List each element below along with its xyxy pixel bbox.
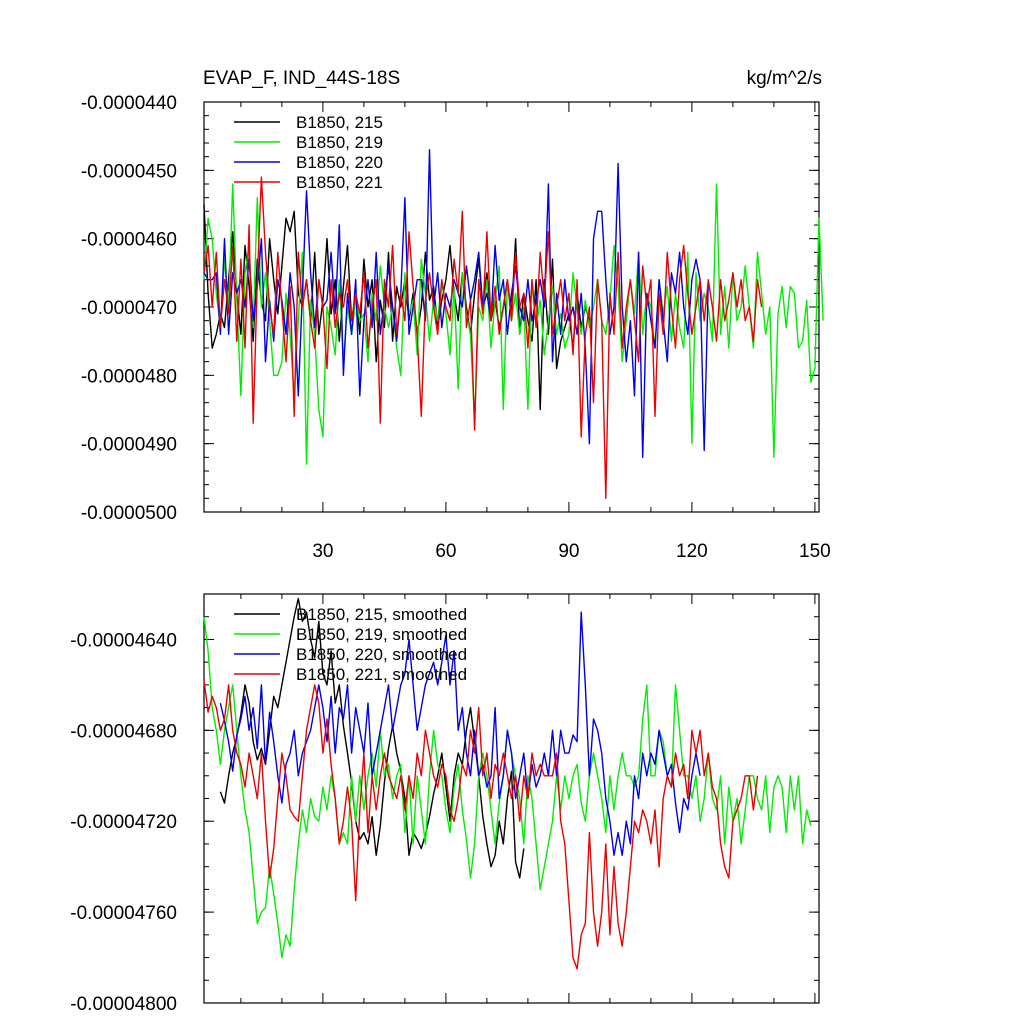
bottom-legend-label: B1850, 219, smoothed (296, 625, 467, 644)
bottom-y-tick-label: -0.00004800 (70, 994, 177, 1015)
bottom-chart-axes: -0.00004640 -0.00004680 -0.00004720 -0.0000… (70, 593, 820, 1015)
top-x-tick-label: 30 (312, 541, 333, 562)
bottom-chart: -0.00004640 -0.00004680 -0.00004720 -0.0000… (70, 593, 820, 1015)
bottom-legend-label: B1850, 221, smoothed (296, 665, 467, 684)
top-legend-label: B1850, 221 (296, 173, 383, 192)
top-y-tick-label: -0.0000460 (81, 230, 177, 251)
top-y-tick-label: -0.0000480 (81, 366, 177, 387)
bottom-legend-label: B1850, 220, smoothed (296, 645, 467, 664)
top-y-tick-label: -0.0000450 (81, 161, 177, 182)
top-legend-label: B1850, 220 (296, 153, 383, 172)
top-legend-label: B1850, 215 (296, 113, 383, 132)
bottom-legend-label: B1850, 215, smoothed (296, 605, 467, 624)
top-y-tick-label: -0.0000440 (81, 93, 177, 114)
top-series-line-2 (203, 183, 824, 465)
top-y-tick-label: -0.0000490 (81, 435, 177, 456)
top-chart-title: EVAP_F, IND_44S-18S (203, 68, 400, 89)
top-series-line-4 (203, 176, 763, 499)
top-chart-axes: 30 60 90 120 150 -0.0000440 -0.0000450 -0.00004… (81, 93, 831, 562)
bottom-y-tick-label: -0.00004680 (70, 721, 177, 742)
top-x-tick-label: 120 (676, 541, 708, 562)
bottom-y-tick-label: -0.00004720 (70, 812, 177, 833)
top-y-tick-label: -0.0000500 (81, 503, 177, 524)
bottom-chart-series (203, 597, 812, 970)
bottom-series-line-4 (203, 680, 759, 970)
bottom-y-tick-label: -0.00004640 (70, 630, 177, 651)
top-chart-series (203, 149, 824, 499)
bottom-y-tick-label: -0.00004760 (70, 903, 177, 924)
bottom-series-line-3 (219, 611, 701, 856)
top-legend-label: B1850, 219 (296, 133, 383, 152)
top-x-tick-label: 90 (558, 541, 579, 562)
top-chart: EVAP_F, IND_44S-18S kg/m^2/s 30 60 90 120 15… (81, 68, 831, 562)
top-x-tick-label: 60 (435, 541, 456, 562)
top-x-tick-label: 150 (799, 541, 831, 562)
top-chart-units: kg/m^2/s (747, 68, 822, 89)
top-y-tick-label: -0.0000470 (81, 298, 177, 319)
